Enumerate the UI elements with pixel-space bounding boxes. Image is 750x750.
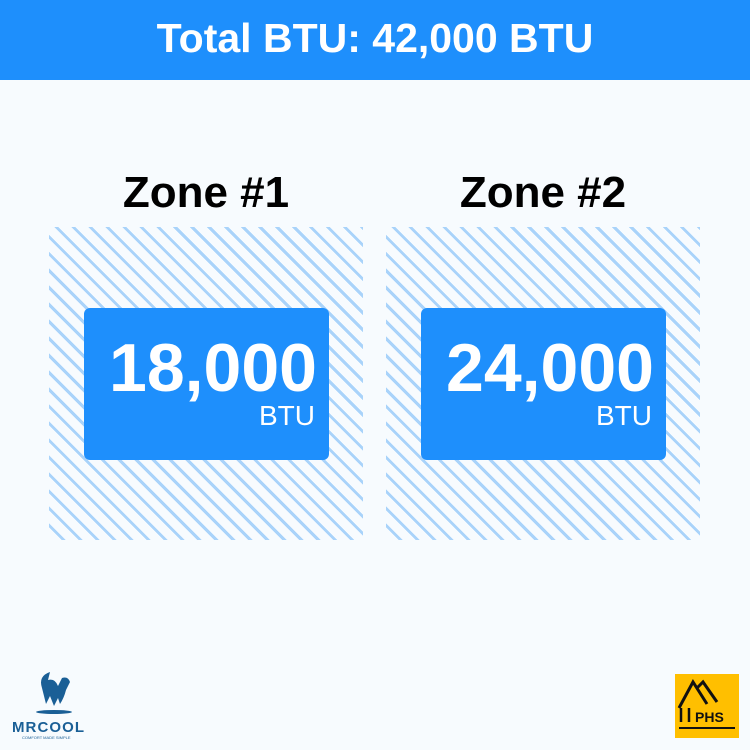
svg-text:MRCOOL: MRCOOL	[12, 719, 84, 736]
svg-text:PHS: PHS	[695, 709, 724, 725]
svg-text:COMFORT MADE SIMPLE: COMFORT MADE SIMPLE	[22, 735, 71, 740]
zone-2-unit: BTU	[596, 400, 652, 431]
zone-1-btu-box: 18,000 BTU	[84, 308, 329, 460]
zone-2-title: Zone #2	[459, 168, 627, 217]
zone-1-title: Zone #1	[122, 168, 290, 217]
phs-logo: PHS	[675, 674, 739, 738]
total-btu-banner: Total BTU: 42,000 BTU	[0, 0, 750, 80]
mrcool-logo: MRCOOL COMFORT MADE SIMPLE	[12, 672, 84, 740]
zone-2-btu-box: 24,000 BTU	[421, 308, 666, 460]
zone-1-unit: BTU	[259, 400, 315, 431]
zone-1-value: 18,000	[109, 330, 317, 406]
zone-2-value: 24,000	[446, 330, 654, 406]
